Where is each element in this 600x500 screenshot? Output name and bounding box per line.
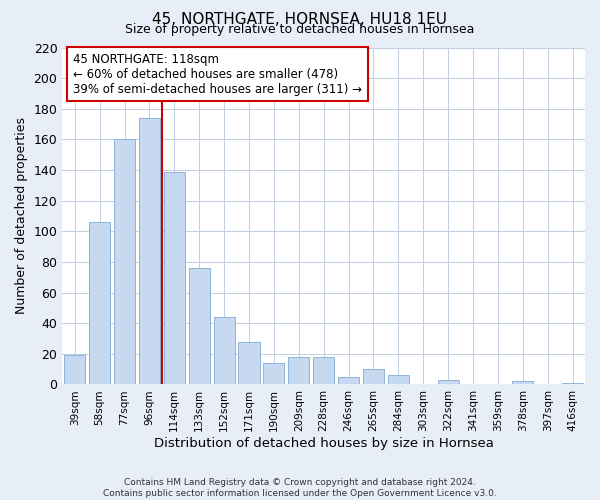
Bar — [238, 342, 260, 384]
Bar — [89, 222, 110, 384]
Bar — [338, 377, 359, 384]
Bar — [363, 369, 384, 384]
Bar — [388, 376, 409, 384]
Bar — [188, 268, 210, 384]
Text: 45, NORTHGATE, HORNSEA, HU18 1EU: 45, NORTHGATE, HORNSEA, HU18 1EU — [152, 12, 448, 28]
Bar — [164, 172, 185, 384]
Bar — [214, 317, 235, 384]
Bar — [64, 356, 85, 384]
Bar — [437, 380, 458, 384]
X-axis label: Distribution of detached houses by size in Hornsea: Distribution of detached houses by size … — [154, 437, 494, 450]
Text: 45 NORTHGATE: 118sqm
← 60% of detached houses are smaller (478)
39% of semi-deta: 45 NORTHGATE: 118sqm ← 60% of detached h… — [73, 52, 362, 96]
Text: Size of property relative to detached houses in Hornsea: Size of property relative to detached ho… — [125, 24, 475, 36]
Bar — [562, 383, 583, 384]
Bar — [263, 363, 284, 384]
Bar — [114, 140, 135, 384]
Bar — [313, 357, 334, 384]
Text: Contains HM Land Registry data © Crown copyright and database right 2024.
Contai: Contains HM Land Registry data © Crown c… — [103, 478, 497, 498]
Bar — [512, 382, 533, 384]
Bar — [139, 118, 160, 384]
Y-axis label: Number of detached properties: Number of detached properties — [15, 118, 28, 314]
Bar — [288, 357, 310, 384]
